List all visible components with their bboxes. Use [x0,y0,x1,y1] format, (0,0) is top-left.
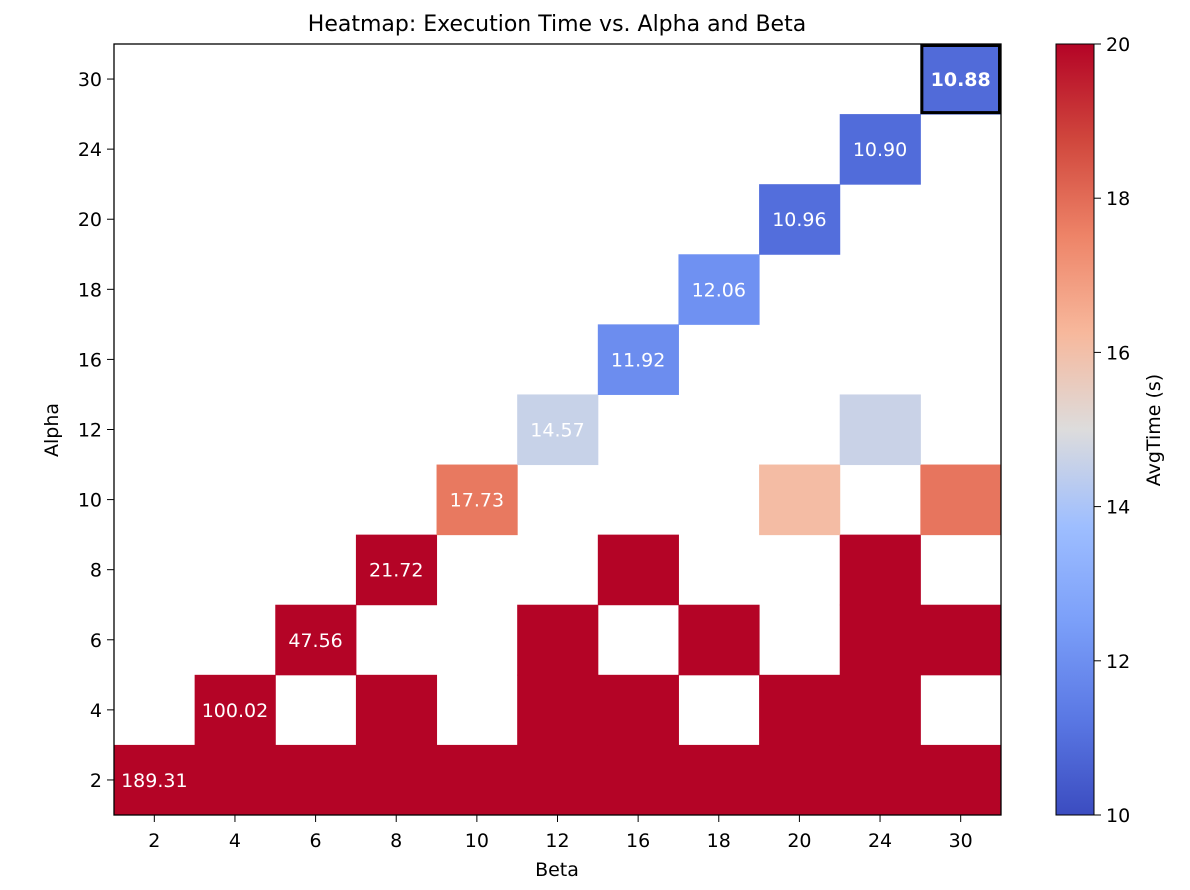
heatmap-cell [920,744,1002,816]
heatmap-cell [678,604,760,676]
heatmap-cell [759,744,841,816]
heatmap-cell [597,534,679,606]
colorbar-tick-label: 10 [1106,805,1130,827]
y-axis-title: Alpha [41,403,63,457]
heatmap-cell [839,604,921,676]
heatmap-cell [759,184,841,255]
colorbar [1055,43,1095,816]
x-tick-label: 12 [545,830,569,852]
cell-value-label: 10.88 [931,69,991,91]
heatmap-cell [275,604,357,676]
heatmap-cell [920,464,1002,536]
best-cell-highlight [920,44,1002,115]
heatmap-cell [517,394,599,466]
cell-value-label: 12.06 [692,279,746,301]
cell-value-label: 47.56 [288,630,342,652]
y-tick-label: 4 [90,700,102,722]
y-tick-label: 30 [78,69,102,91]
x-tick-label: 16 [626,830,650,852]
heatmap-cell-labels: 189.31 100.02 47.56 21.72 17.73 14.57 11.92 12.… [121,44,1002,792]
heatmap-cell [759,674,841,746]
colorbar-tick-label: 20 [1106,34,1130,56]
heatmap-cell [517,604,599,676]
cell-value-label: 17.73 [450,490,504,512]
cell-value-label: 10.90 [853,139,907,161]
heatmap-cells [114,44,1002,816]
heatmap-cell [194,744,276,816]
x-tick-label: 4 [229,830,241,852]
x-tick-label: 8 [390,830,402,852]
y-tick-label: 16 [78,349,102,371]
colorbar-tick-label: 14 [1106,497,1130,519]
heatmap-cell [517,744,599,816]
x-tick-label: 10 [465,830,489,852]
cell-value-label: 10.96 [772,209,826,231]
heatmap-cell [436,744,518,816]
heatmap-cell [194,674,276,746]
cell-value-label: 14.57 [530,420,584,442]
heatmap-cell [839,744,921,816]
y-tick-label: 24 [78,139,102,161]
x-tick-label: 24 [868,830,892,852]
heatmap-cell [597,674,679,746]
cell-value-label: 189.31 [121,770,187,792]
heatmap-cell [678,254,760,325]
y-tick-label: 2 [90,770,102,792]
x-tick-label: 30 [949,830,973,852]
y-tick-label: 8 [90,560,102,582]
cell-value-label: 100.02 [202,700,268,722]
heatmap-cell [839,674,921,746]
heatmap-cell [920,604,1002,676]
cell-value-label: 21.72 [369,560,423,582]
x-tick-label: 18 [707,830,731,852]
heatmap-cell [597,744,679,816]
heatmap-cell [436,464,518,536]
heatmap-cell [355,674,438,746]
y-tick-label: 6 [90,630,102,652]
chart-title: Heatmap: Execution Time vs. Alpha and Be… [308,12,806,37]
x-tick-label: 20 [787,830,811,852]
colorbar-title: AvgTime (s) [1143,374,1165,486]
heatmap-cell [839,534,921,606]
x-tick-label: 6 [310,830,322,852]
heatmap-cell [678,744,760,816]
y-tick-label: 12 [78,420,102,442]
x-axis-ticks: 2 4 6 8 10 12 16 18 20 24 30 [148,815,973,852]
colorbar-tick-label: 18 [1106,188,1130,210]
y-tick-label: 20 [78,209,102,231]
heatmap-cell [759,464,841,536]
heatmap-cell [920,44,1002,115]
heatmap-cell [839,114,921,185]
y-tick-label: 10 [78,490,102,512]
heatmap-cell [839,394,921,466]
x-axis-title: Beta [535,859,579,881]
cell-value-label: 11.92 [611,349,665,371]
y-tick-label: 18 [78,279,102,301]
heatmap-cell [597,324,679,395]
colorbar-tick-label: 12 [1106,651,1130,673]
colorbar-ticks: 10 12 14 16 18 20 [1094,34,1130,827]
heatmap-cell [275,744,357,816]
heatmap-cell [355,534,438,606]
heatmap-cell [517,674,599,746]
colorbar-tick-label: 16 [1106,342,1130,364]
x-tick-label: 2 [148,830,160,852]
heatmap-cell [355,744,438,816]
heatmap-cell [114,744,196,816]
